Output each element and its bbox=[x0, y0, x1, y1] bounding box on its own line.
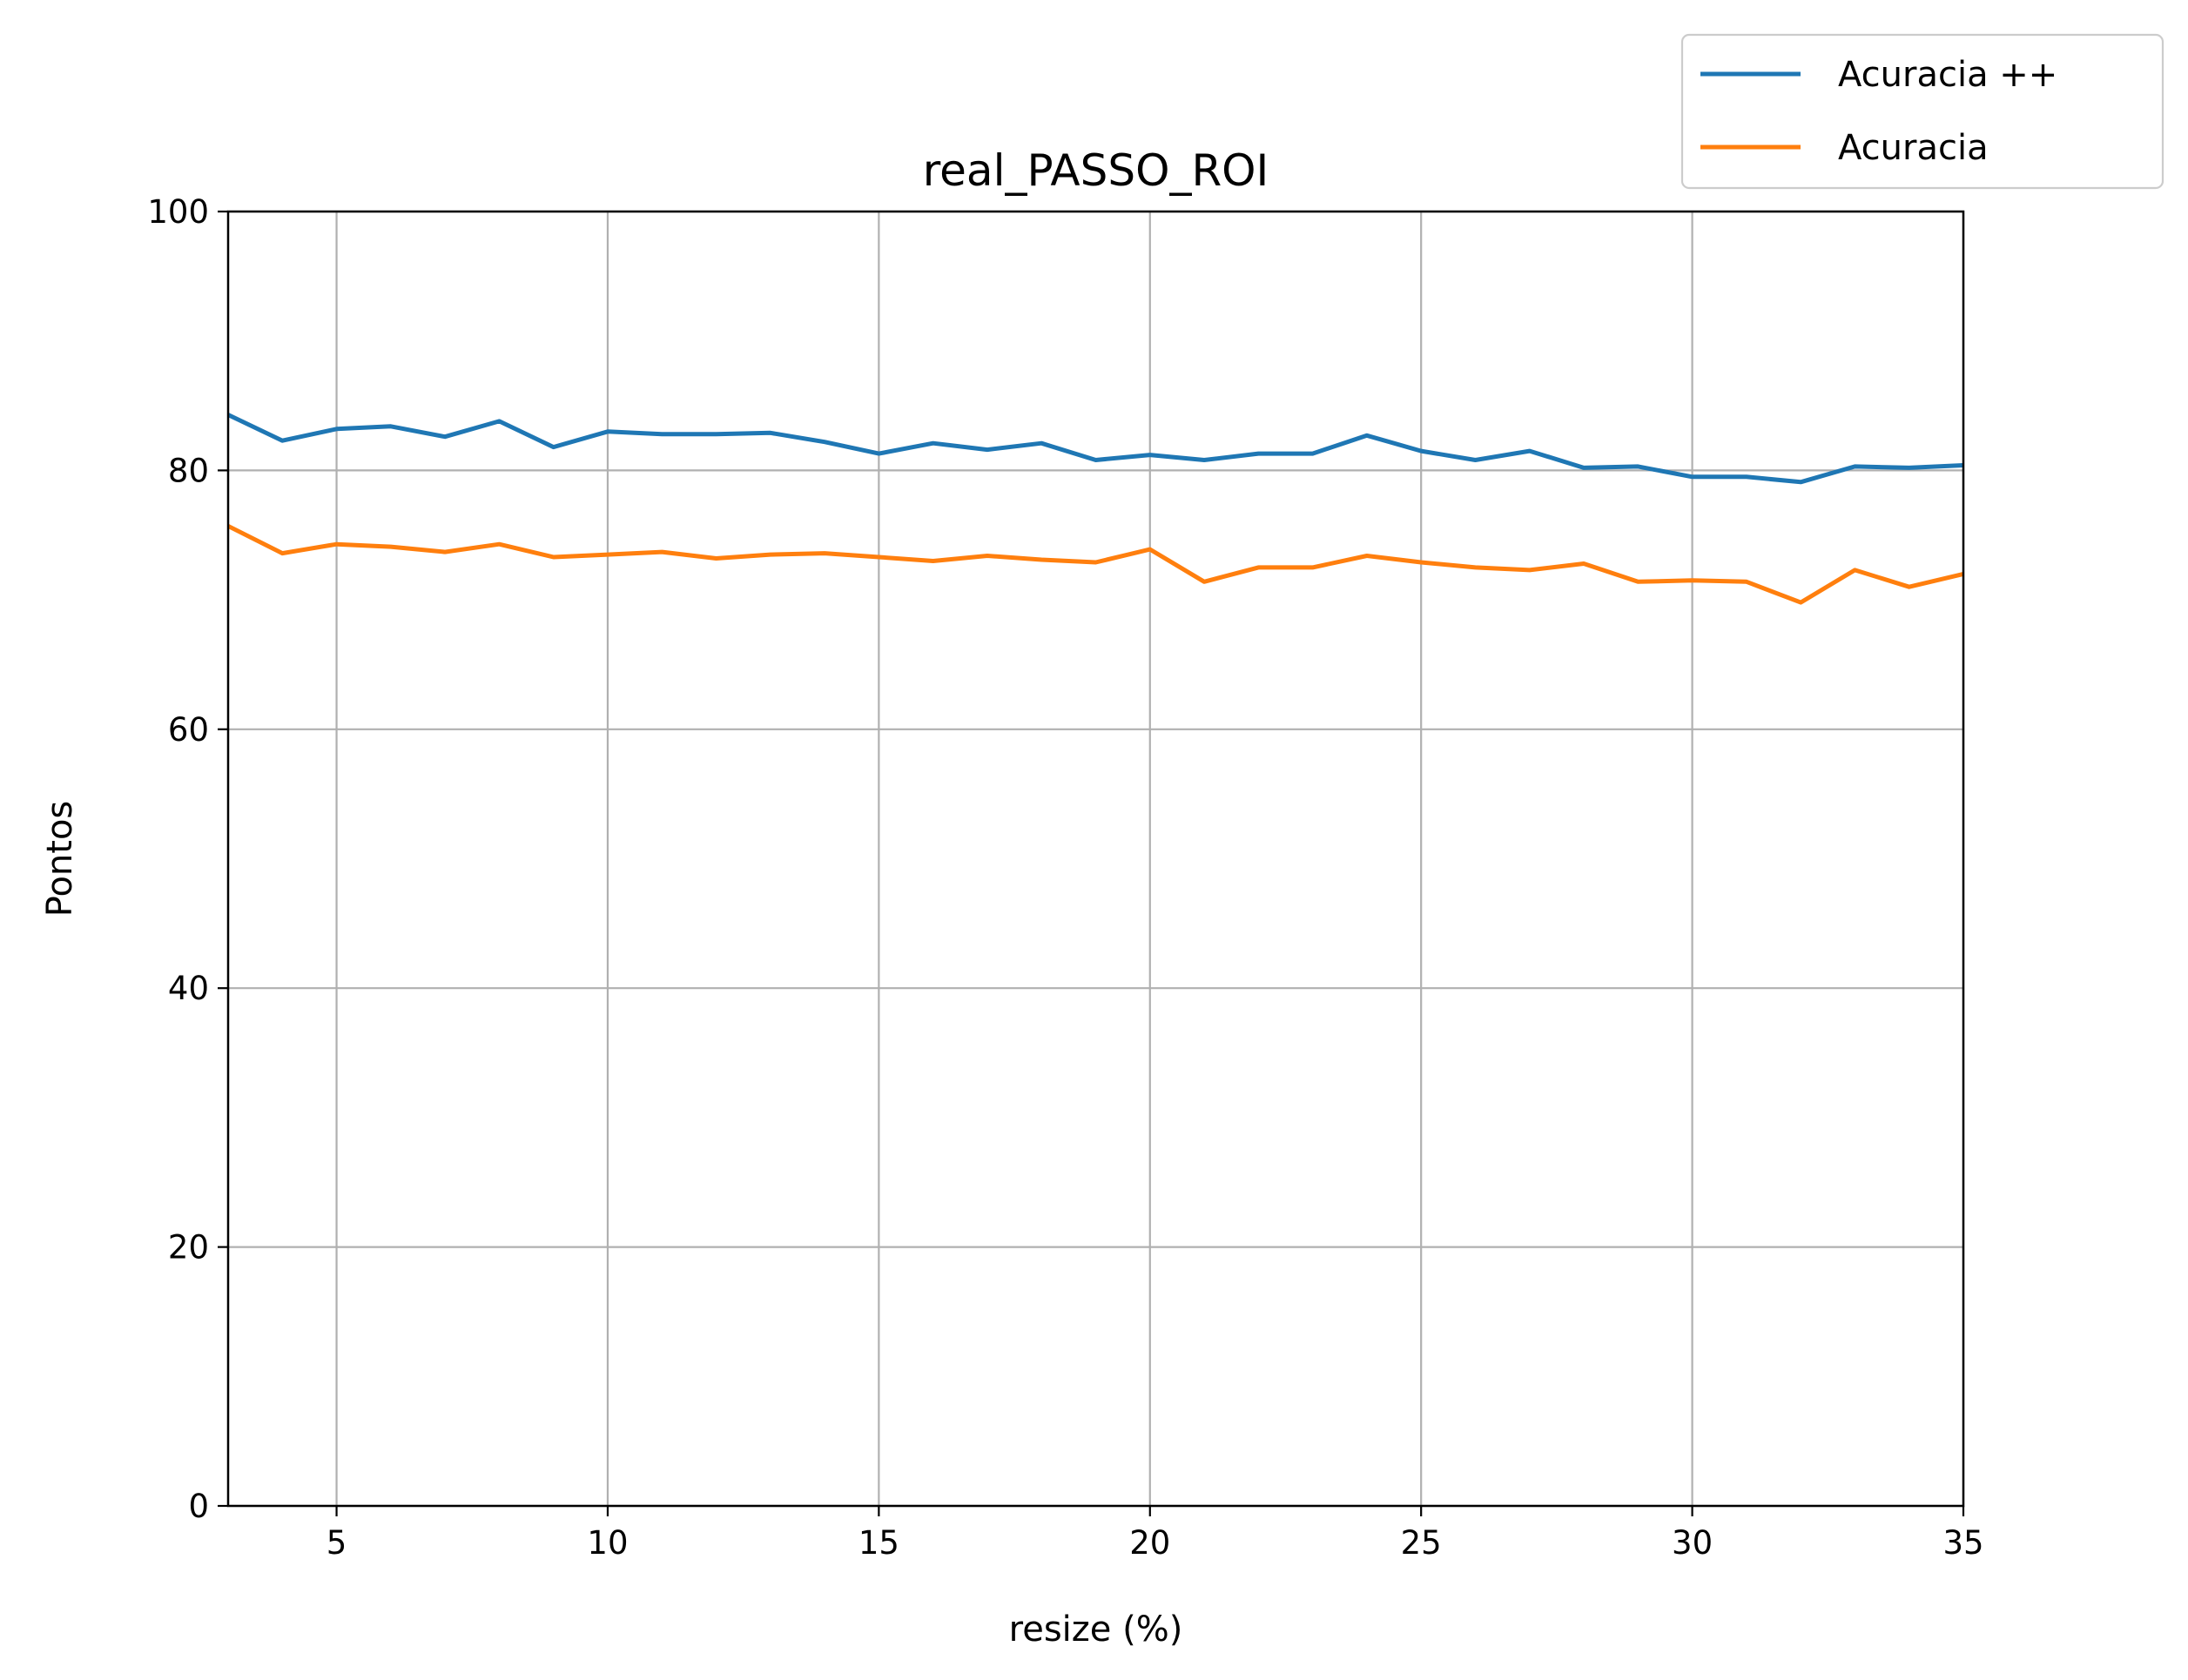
y-tick-label: 80 bbox=[168, 452, 209, 489]
series-line bbox=[226, 413, 1964, 485]
x-tick-label: 15 bbox=[858, 1524, 899, 1562]
plot-frame bbox=[226, 210, 1965, 1508]
x-tick-label: 25 bbox=[1401, 1524, 1442, 1562]
legend-box bbox=[1680, 33, 2164, 190]
x-tick-label: 10 bbox=[587, 1524, 628, 1562]
chart-title: real_PASSO_ROI bbox=[923, 145, 1269, 196]
ticks: 5 10 15 20 25 30 35 0 20 40 60 80 100 bbox=[147, 193, 1983, 1562]
y-tick-label: 0 bbox=[188, 1488, 209, 1525]
x-tick-label: 30 bbox=[1672, 1524, 1713, 1562]
x-tick-label: 5 bbox=[327, 1524, 347, 1562]
series-lines bbox=[226, 413, 1964, 605]
legend-entry-label: Acuracia ++ bbox=[1838, 55, 2057, 95]
legend-entry-label: Acuracia bbox=[1838, 128, 1989, 168]
y-tick-label: 100 bbox=[147, 193, 209, 231]
x-axis-label: resize (%) bbox=[1009, 1609, 1183, 1650]
y-tick-label: 60 bbox=[168, 711, 209, 749]
legend: Acuracia ++ Acuracia bbox=[1680, 33, 2164, 190]
y-tick-label: 20 bbox=[168, 1229, 209, 1267]
y-axis-label: Pontos bbox=[40, 801, 80, 917]
series-line bbox=[226, 524, 1964, 605]
x-tick-label: 35 bbox=[1942, 1524, 1983, 1562]
y-tick-label: 40 bbox=[168, 970, 209, 1007]
x-tick-label: 20 bbox=[1129, 1524, 1170, 1562]
